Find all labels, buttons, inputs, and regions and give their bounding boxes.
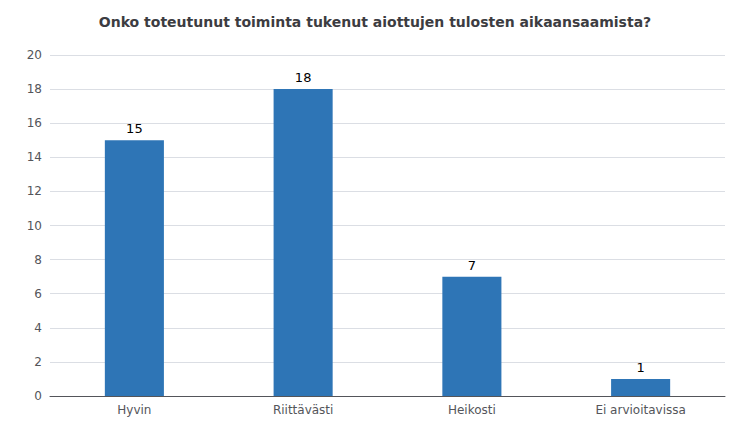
svg-text:4: 4 — [34, 321, 42, 335]
svg-text:Heikosti: Heikosti — [448, 403, 496, 417]
svg-text:0: 0 — [34, 389, 42, 403]
svg-text:Onko toteutunut toiminta tuken: Onko toteutunut toiminta tukenut aiottuj… — [99, 14, 651, 30]
svg-text:18: 18 — [27, 82, 42, 96]
svg-text:18: 18 — [295, 70, 312, 85]
svg-text:16: 16 — [27, 116, 42, 130]
svg-text:6: 6 — [34, 287, 42, 301]
svg-text:Ei arvioitavissa: Ei arvioitavissa — [595, 403, 685, 417]
svg-text:1: 1 — [636, 360, 644, 375]
svg-text:12: 12 — [27, 184, 42, 198]
svg-text:7: 7 — [468, 258, 476, 273]
svg-text:14: 14 — [27, 150, 42, 164]
svg-text:20: 20 — [27, 48, 42, 62]
svg-text:10: 10 — [27, 219, 42, 233]
svg-text:8: 8 — [34, 253, 42, 267]
svg-text:15: 15 — [126, 121, 143, 136]
svg-text:Riittävästi: Riittävästi — [273, 403, 334, 417]
svg-text:2: 2 — [34, 355, 42, 369]
svg-text:Hyvin: Hyvin — [117, 403, 151, 417]
